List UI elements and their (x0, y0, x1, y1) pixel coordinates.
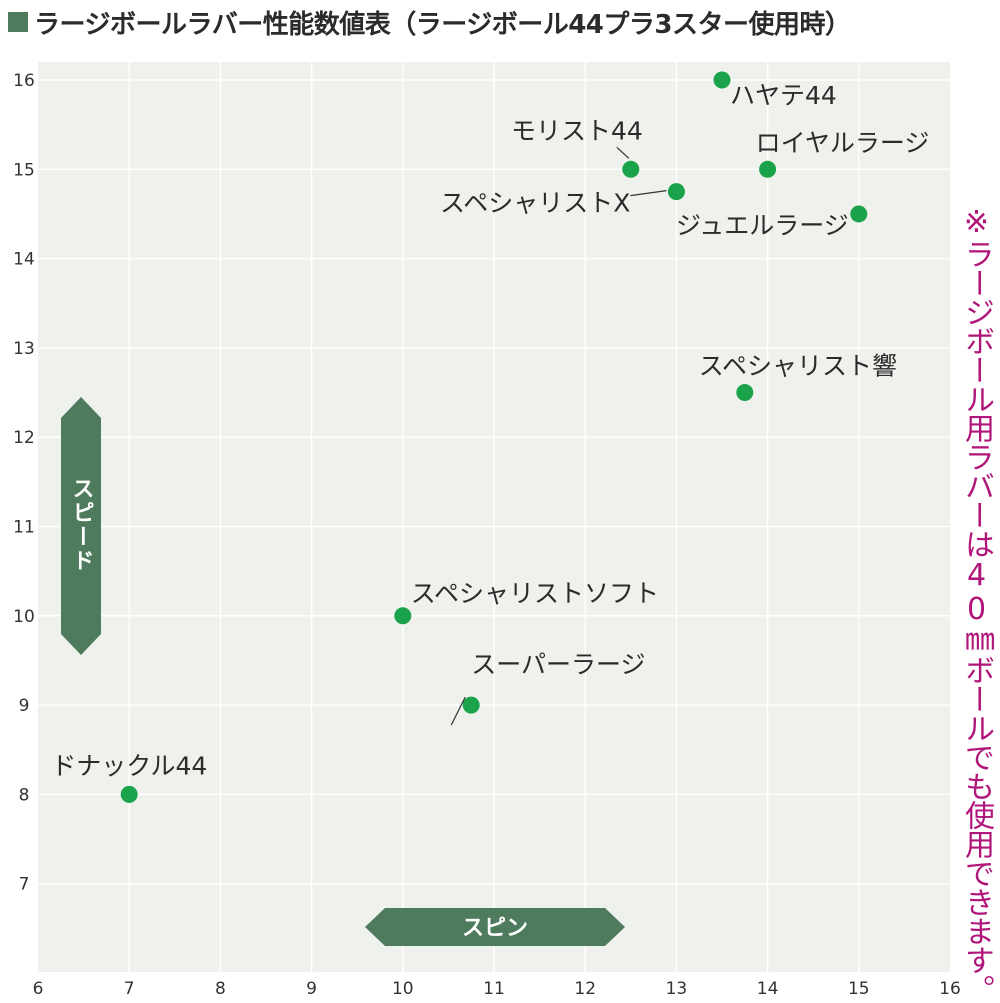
data-point (736, 384, 754, 402)
x-tick-label: 12 (574, 979, 596, 999)
y-tick-label: 8 (19, 785, 30, 805)
point-label: スペシャリストソフト (411, 579, 659, 608)
data-point (622, 160, 640, 178)
y-tick-label: 11 (13, 518, 35, 538)
label-leader-line (616, 146, 630, 159)
x-tick-label: 7 (124, 979, 135, 999)
tick-labels: 6 7 8 9 10 11 12 13 14 15 16 7 8 9 10 11 12 13 14 15 16 (13, 71, 961, 999)
axis-badges: スピン スピード (61, 397, 625, 946)
y-axis-label: スピード (69, 477, 94, 573)
x-tick-label: 8 (215, 979, 226, 999)
point-label: スペシャリストX (440, 189, 630, 218)
x-tick-label: 13 (666, 979, 688, 999)
x-tick-label: 10 (392, 979, 414, 999)
grid-lines (38, 62, 950, 972)
y-tick-label: 7 (19, 875, 30, 895)
x-tick-label: 15 (848, 979, 870, 999)
data-point (394, 607, 412, 625)
title-square-icon (8, 12, 28, 32)
point-label: ドナックル44 (51, 751, 207, 780)
data-point (759, 160, 777, 178)
data-point (667, 183, 685, 201)
x-tick-label: 11 (483, 979, 505, 999)
y-tick-label: 16 (13, 71, 35, 91)
y-tick-label: 12 (13, 428, 35, 448)
x-tick-label: 6 (33, 979, 44, 999)
point-label: ジュエルラージ (676, 211, 849, 240)
data-point (120, 785, 138, 803)
y-tick-label: 13 (13, 339, 35, 359)
label-leader-line (450, 696, 466, 726)
x-tick-label: 9 (306, 979, 317, 999)
x-axis-label: スピン (462, 916, 528, 941)
y-tick-label: 9 (19, 696, 30, 716)
y-tick-label: 14 (13, 250, 35, 270)
label-leader-line (630, 190, 667, 197)
y-axis-badge (61, 397, 101, 655)
point-label: ハヤテ44 (730, 81, 837, 110)
chart-title-row: ラージボールラバー性能数値表（ラージボール44プラ3スター使用時） (8, 4, 851, 40)
point-label: スペシャリスト響 (699, 352, 897, 381)
y-tick-label: 10 (13, 607, 35, 627)
y-tick-label: 15 (13, 160, 35, 180)
data-points (120, 71, 868, 803)
data-point (850, 205, 868, 223)
side-note: ※ラージボール用ラバーは40㎜ボールでも使用できます。 (959, 205, 994, 1003)
point-label: ロイヤルラージ (756, 128, 930, 157)
chart-title: ラージボールラバー性能数値表（ラージボール44プラ3スター使用時） (34, 9, 851, 40)
point-label: モリスト44 (511, 116, 643, 145)
x-tick-label: 14 (757, 979, 779, 999)
data-point (462, 696, 480, 714)
point-label: スーパーラージ (471, 650, 645, 679)
x-tick-label: 16 (939, 979, 961, 999)
x-axis-badge (365, 908, 625, 946)
data-point (713, 71, 731, 89)
